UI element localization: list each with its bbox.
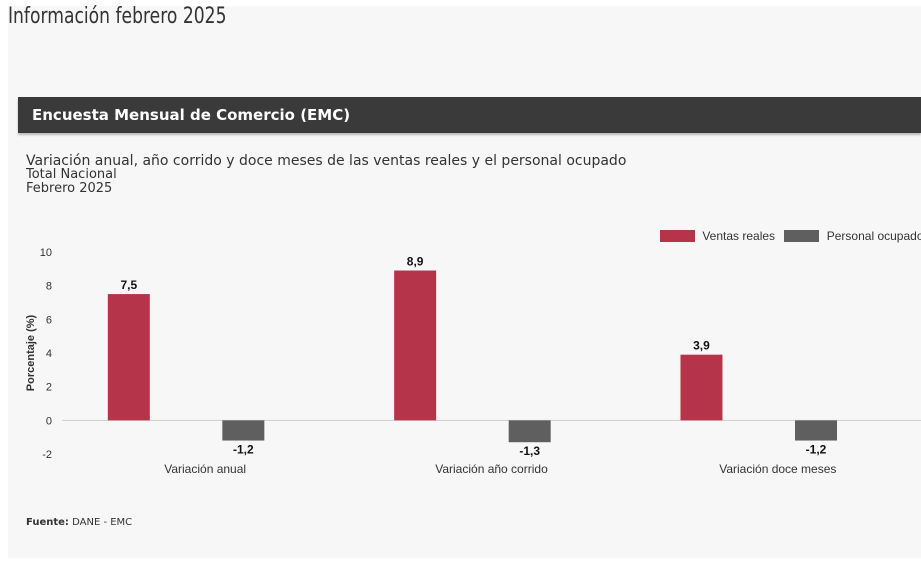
legend-swatch-ventas [660, 230, 695, 242]
bar-ventas [394, 270, 437, 421]
y-tick-label: 0 [46, 415, 52, 427]
x-category-label: Variación anual [164, 462, 246, 476]
legend-item-personal[interactable]: Personal ocupado [784, 229, 921, 243]
y-axis-label: Porcentaje (%) [25, 314, 37, 391]
bar-personal [508, 420, 551, 443]
y-tick-label: 6 [46, 314, 52, 326]
section-header-label: Encuesta Mensual de Comercio (EMC) [32, 106, 351, 124]
y-tick-label: -2 [42, 449, 52, 461]
x-category-label: Variación año corrido [435, 462, 548, 476]
x-category-label: Variación doce meses [719, 462, 836, 476]
data-label: 7,5 [120, 278, 137, 292]
chart-subtitle-2: Febrero 2025 [26, 181, 113, 196]
legend-label-personal: Personal ocupado [826, 229, 921, 243]
bar-ventas [680, 354, 723, 421]
source-text: DANE - EMC [72, 517, 133, 528]
data-label: 3,9 [693, 339, 710, 353]
page-title: Información febrero 2025 [8, 4, 227, 29]
bar-personal [222, 420, 265, 441]
data-label: -1,2 [233, 443, 254, 457]
chart-title-block: Variación anual, año corrido y doce mese… [26, 154, 626, 196]
source-label: Fuente: [26, 517, 69, 528]
data-label: 8,9 [407, 255, 424, 269]
bar-ventas [107, 294, 150, 421]
legend-item-ventas[interactable]: Ventas reales [660, 229, 775, 243]
data-label: -1,3 [519, 444, 540, 458]
chart-legend: Ventas reales Personal ocupado [660, 229, 921, 243]
bar-personal [795, 420, 838, 441]
legend-swatch-personal [784, 230, 820, 242]
source-note: Fuente: DANE - EMC [26, 517, 132, 528]
legend-label-ventas: Ventas reales [702, 229, 776, 243]
chart-title: Variación anual, año corrido y doce mese… [26, 153, 627, 169]
y-tick-label: 4 [46, 348, 52, 360]
y-tick-label: 10 [40, 247, 52, 259]
y-tick-label: 8 [46, 281, 52, 293]
y-tick-label: 2 [46, 382, 52, 394]
chart-subtitle-1: Total Nacional [26, 167, 117, 182]
data-label: -1,2 [806, 443, 827, 457]
section-header: Encuesta Mensual de Comercio (EMC) [18, 97, 921, 133]
